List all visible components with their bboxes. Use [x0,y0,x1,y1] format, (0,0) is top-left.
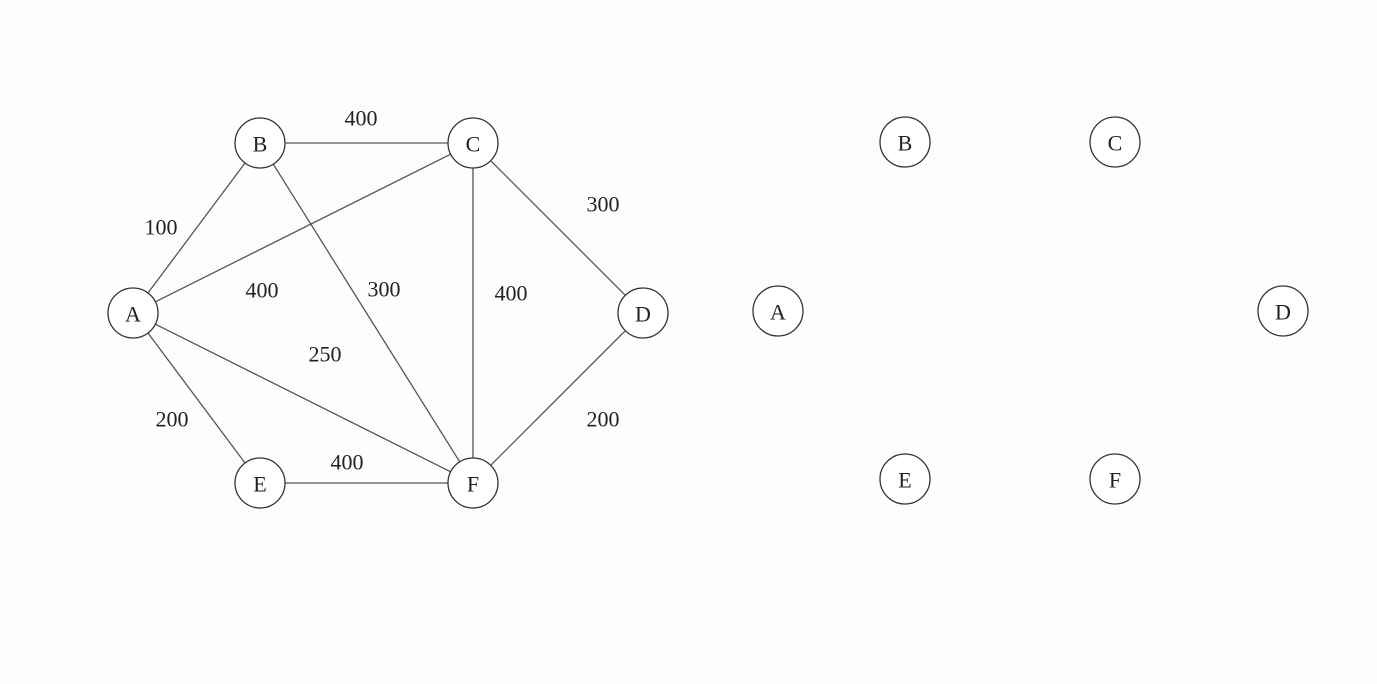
edge-weight-c-d: 300 [587,192,620,217]
edge-weight-a-c: 400 [246,278,279,303]
weighted-node-label-b: B [253,132,268,157]
unconnected-node-c: C [1089,116,1141,168]
weighted-node-circle-e [234,457,286,509]
unconnected-node-label-e: E [898,468,911,493]
edge-a-b [147,162,246,294]
weighted-node-a: A [107,287,159,339]
weighted-node-circle-f [447,457,499,509]
edge-weight-b-c: 400 [345,106,378,131]
weighted-graph-nodes: A B C D E F [107,117,669,509]
unconnected-node-circle-c [1089,116,1141,168]
weighted-node-label-e: E [253,472,266,497]
weighted-node-b: B [234,117,286,169]
weighted-node-circle-d [617,287,669,339]
unconnected-node-circle-a [752,285,804,337]
weighted-node-d: D [617,287,669,339]
unconnected-node-b: B [879,116,931,168]
unconnected-graph-nodes: A B C D E F [752,116,1309,505]
unconnected-node-e: E [879,453,931,505]
unconnected-node-circle-d [1257,285,1309,337]
edge-f-d [490,330,626,466]
edge-weight-c-f: 400 [495,281,528,306]
weighted-node-c: C [447,117,499,169]
unconnected-node-d: D [1257,285,1309,337]
unconnected-node-f: F [1089,453,1141,505]
unconnected-node-label-b: B [898,131,913,156]
unconnected-node-a: A [752,285,804,337]
edge-weight-f-d: 200 [587,407,620,432]
edge-weight-e-f: 400 [331,450,364,475]
edge-b-f [272,163,461,463]
weighted-node-e: E [234,457,286,509]
weighted-node-label-d: D [635,302,651,327]
weighted-node-label-f: F [467,472,479,497]
unconnected-node-label-a: A [770,300,786,325]
weighted-node-label-c: C [466,132,481,157]
unconnected-node-circle-e [879,453,931,505]
edge-weight-a-b: 100 [145,215,178,240]
edge-weight-b-f: 300 [368,277,401,302]
weighted-graph: 400 100 400 300 400 300 250 200 400 200 A B C D E F [107,106,669,509]
weighted-graph-edges [147,142,626,484]
edge-a-f [155,323,451,473]
weighted-node-f: F [447,457,499,509]
unconnected-node-label-f: F [1109,468,1121,493]
unconnected-node-label-c: C [1108,131,1123,156]
unconnected-node-circle-f [1089,453,1141,505]
edge-c-d [490,160,626,296]
edge-weight-a-e: 200 [156,407,189,432]
weighted-node-circle-b [234,117,286,169]
edge-a-c [155,153,451,303]
edge-weight-a-f: 250 [309,342,342,367]
weighted-node-label-a: A [125,302,141,327]
weighted-graph-weights: 400 100 400 300 400 300 250 200 400 200 [145,106,620,475]
edge-a-e [147,332,246,464]
unconnected-node-label-d: D [1275,300,1291,325]
unconnected-graph: A B C D E F [752,116,1309,505]
weighted-node-circle-a [107,287,159,339]
unconnected-node-circle-b [879,116,931,168]
weighted-node-circle-c [447,117,499,169]
